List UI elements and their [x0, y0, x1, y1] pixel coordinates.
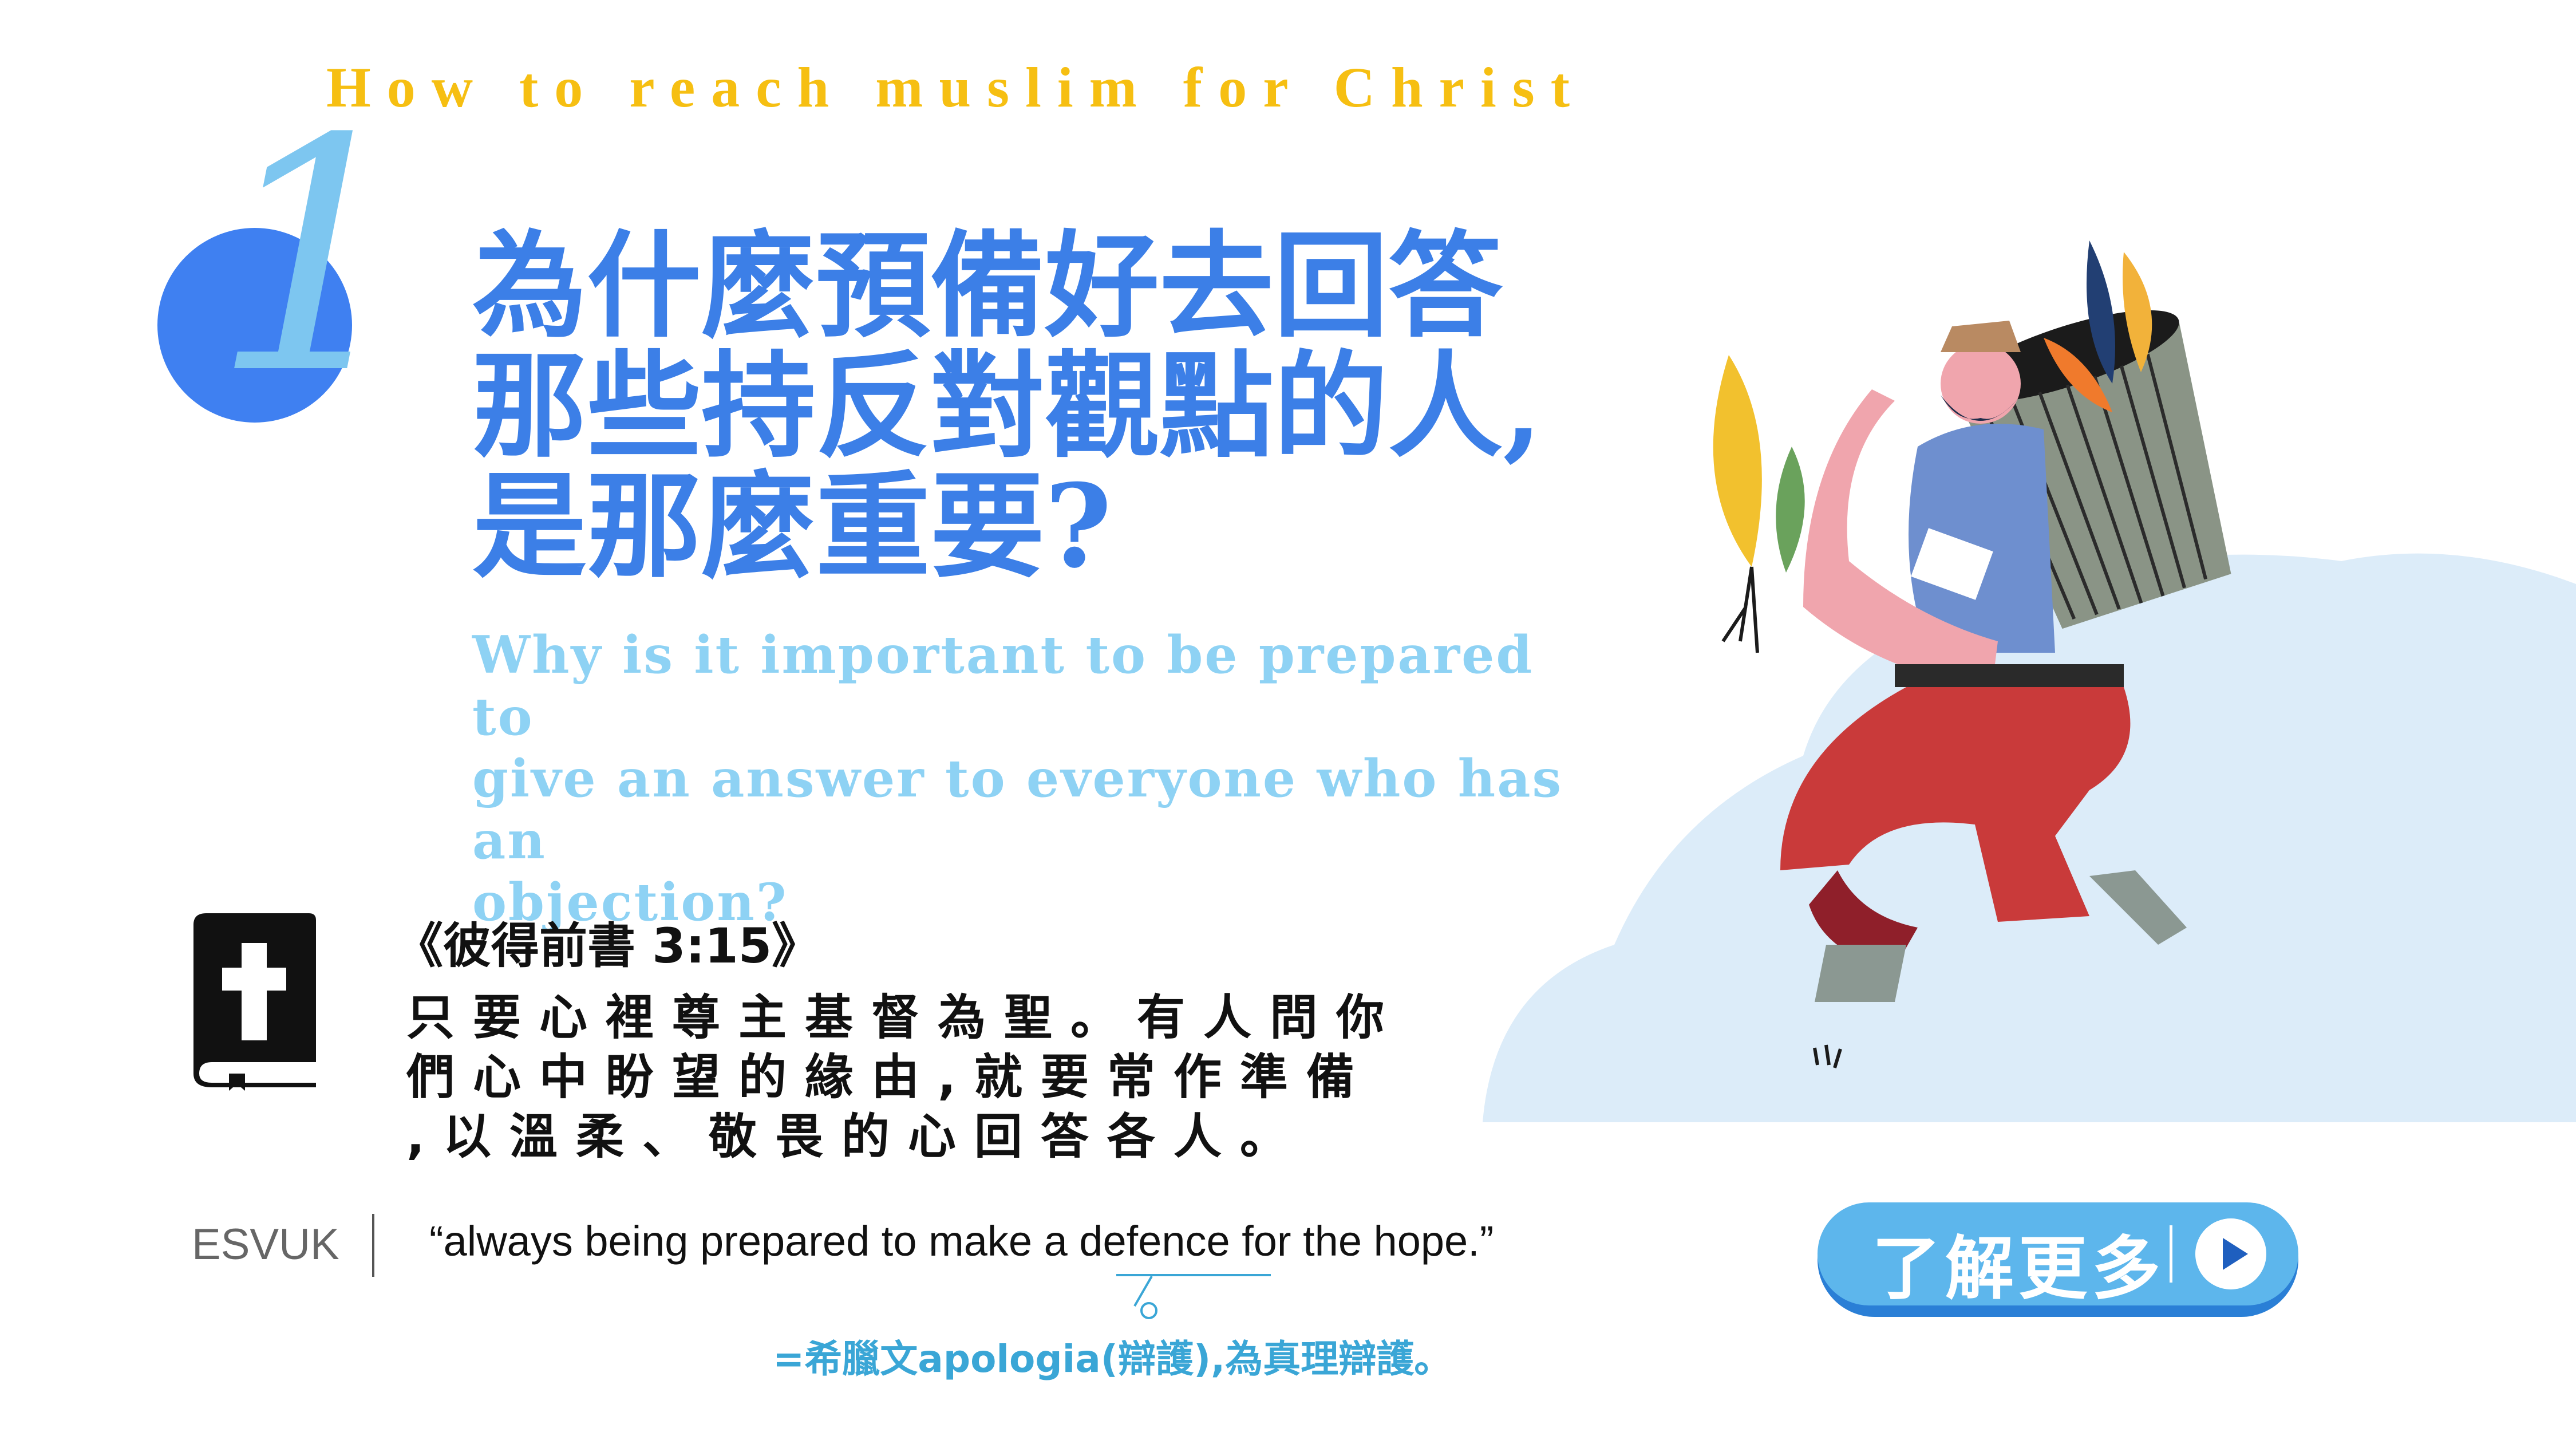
play-icon	[2195, 1218, 2266, 1289]
header-title: How to reach muslim for Christ	[326, 56, 1586, 119]
question-en-line: Why is it important to be prepared to	[472, 625, 1534, 747]
scripture-verse: 只要心裡尊主基督為聖。有人問你 們心中盼望的緣由,就要常作準備 ,以溫柔、敬畏的…	[406, 988, 1414, 1166]
gardener-illustration	[1483, 240, 2576, 1122]
number-circle	[157, 228, 352, 423]
verse-line: 們心中盼望的緣由,就要常作準備	[406, 1049, 1373, 1105]
question-zh: 為什麼預備好去回答 那些持反對觀點的人, 是那麼重要?	[472, 226, 1617, 587]
defence-underline	[1116, 1274, 1271, 1276]
number-digit: 1	[212, 71, 416, 444]
question-en-line: objection?	[472, 872, 788, 933]
learn-more-label: 了解更多	[1872, 1228, 2165, 1309]
verse-line: 只要心裡尊主基督為聖。有人問你	[406, 989, 1403, 1046]
learn-more-button[interactable]: 了解更多	[1818, 1202, 2298, 1309]
question-zh-line: 為什麼預備好去回答	[472, 219, 1503, 353]
scripture-reference: 《彼得前書 3:15》	[395, 918, 820, 974]
question-en: Why is it important to be prepared to gi…	[472, 624, 1589, 933]
question-en-line: give an answer to everyone who has an	[472, 748, 1563, 871]
version-label: ESVUK	[192, 1220, 339, 1269]
bible-icon	[193, 913, 316, 1091]
button-separator	[2170, 1225, 2172, 1283]
verse-line: ,以溫柔、敬畏的心回答各人。	[406, 1108, 1306, 1165]
question-zh-line: 那些持反對觀點的人,	[472, 339, 1543, 474]
english-quote: “always being prepared to make a defence…	[429, 1217, 1494, 1265]
question-zh-line: 是那麼重要?	[472, 459, 1112, 594]
version-divider	[372, 1214, 374, 1277]
defence-pointer-dot	[1140, 1302, 1157, 1319]
greek-note: =希臘文apologia(辯護),為真理辯護。	[773, 1337, 1452, 1381]
